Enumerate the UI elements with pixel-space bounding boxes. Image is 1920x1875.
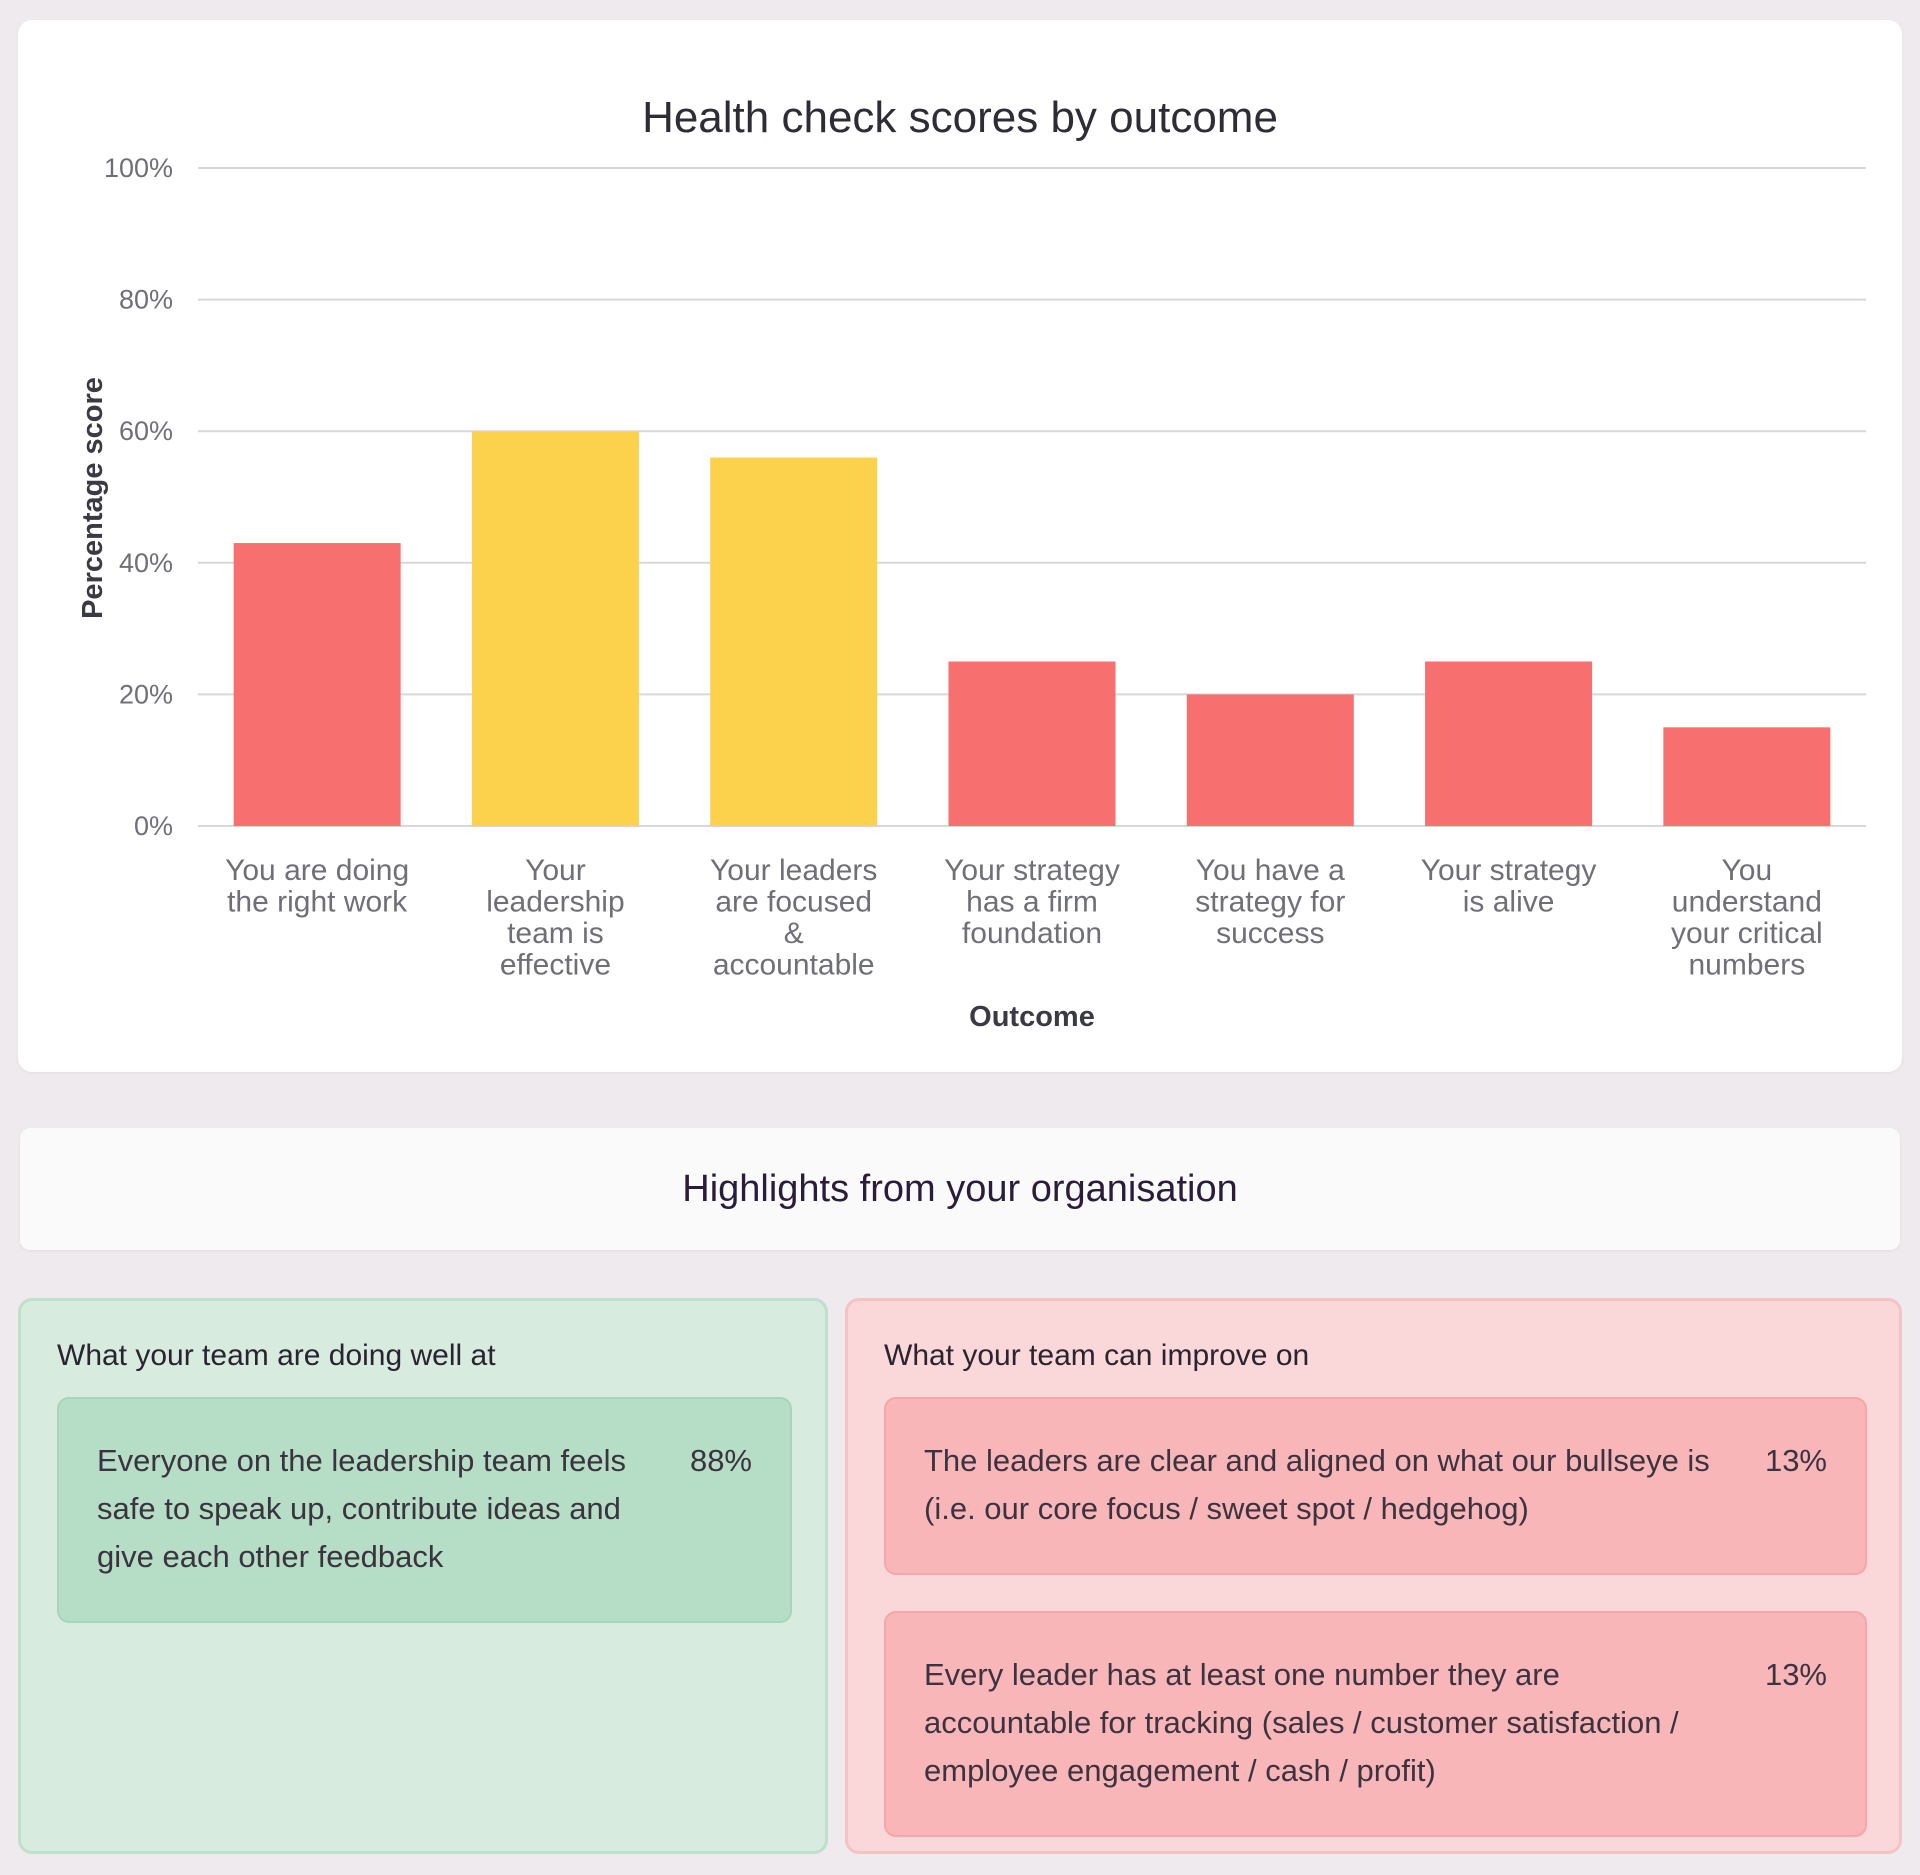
bar xyxy=(233,543,401,826)
improve-panel: What your team can improve on The leader… xyxy=(845,1298,1902,1854)
bar xyxy=(1186,694,1354,826)
y-tick-label: 20% xyxy=(119,679,173,709)
x-tick-label: You have a strategy for success xyxy=(1195,854,1345,950)
bar xyxy=(1663,727,1831,826)
bar-chart: Health check scores by outcome 0% 20% 40% 60… xyxy=(77,93,1866,1033)
improve-item-percent: 13% xyxy=(1764,1657,1827,1692)
y-tick-label: 60% xyxy=(119,416,173,446)
doing-well-item-percent: 88% xyxy=(689,1443,752,1478)
doing-well-heading: What your team are doing well at xyxy=(57,1339,496,1372)
x-tick-label: You understand your critical numbers xyxy=(1671,854,1823,982)
doing-well-item-text: Everyone on the leadership team feels sa… xyxy=(97,1443,627,1574)
x-tick-label: You are doing the right work xyxy=(225,854,409,919)
x-tick-label: Your leadership team is effective xyxy=(486,854,624,982)
y-tick-label: 40% xyxy=(119,548,173,578)
chart-title: Health check scores by outcome xyxy=(642,93,1278,142)
y-tick-label: 0% xyxy=(134,811,173,841)
bar xyxy=(1425,661,1593,826)
doing-well-panel: What your team are doing well at Everyon… xyxy=(18,1298,828,1854)
y-tick-label: 100% xyxy=(104,153,173,183)
x-tick-label: Your strategy has a firm foundation xyxy=(944,854,1120,950)
highlights-title: Highlights from your organisation xyxy=(682,1167,1238,1210)
bar xyxy=(948,661,1116,826)
improve-item-text: Every leader has at least one number the… xyxy=(924,1657,1679,1788)
improve-item-text: The leaders are clear and aligned on wha… xyxy=(924,1443,1710,1526)
y-axis-title: Percentage score xyxy=(77,377,109,619)
improve-item-percent: 13% xyxy=(1764,1443,1827,1478)
doing-well-item: Everyone on the leadership team feels sa… xyxy=(57,1397,792,1623)
improve-item: Every leader has at least one number the… xyxy=(884,1611,1867,1837)
improve-item: The leaders are clear and aligned on wha… xyxy=(884,1397,1867,1575)
x-tick-label: Your strategy is alive xyxy=(1421,854,1597,919)
highlights-header: Highlights from your organisation xyxy=(20,1128,1900,1250)
x-tick-label: Your leaders are focused & accountable xyxy=(710,854,877,982)
bar xyxy=(710,457,878,826)
bar xyxy=(471,431,639,826)
improve-heading: What your team can improve on xyxy=(884,1339,1310,1372)
chart-card: Health check scores by outcome 0% 20% 40% 60… xyxy=(18,20,1902,1072)
y-tick-label: 80% xyxy=(119,285,173,315)
x-axis-title: Outcome xyxy=(969,1001,1095,1033)
